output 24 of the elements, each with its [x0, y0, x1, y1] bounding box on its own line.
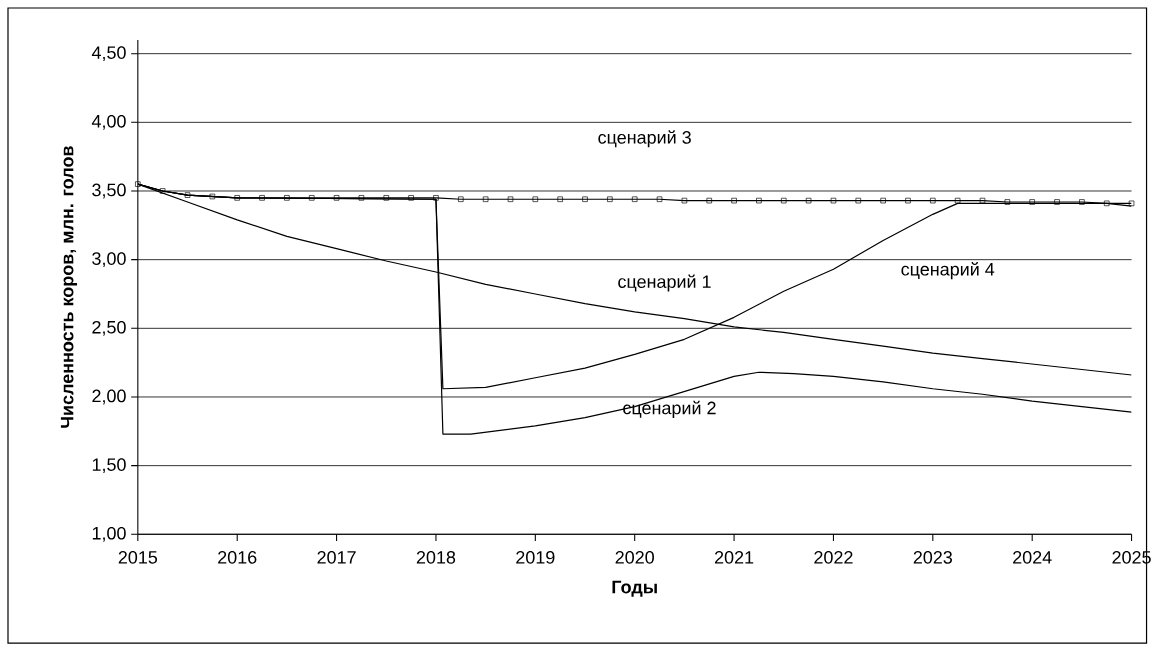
- series-label: сценарий 4: [901, 262, 995, 280]
- x-tick-label: 2021: [714, 550, 754, 564]
- x-tick-label: 2022: [814, 550, 853, 564]
- x-tick-label: 2015: [118, 550, 158, 564]
- x-tick-label: 2017: [317, 550, 356, 564]
- x-tick-label: 2019: [516, 550, 555, 564]
- text: сценарий 3: [598, 130, 691, 148]
- x-tick-label: 2023: [913, 550, 953, 564]
- x-tick-label: 2018: [416, 550, 456, 564]
- series-label: сценарий 2: [623, 400, 716, 418]
- y-tick-label: 4,00: [91, 114, 126, 130]
- x-tick-label: 2024: [1013, 550, 1052, 564]
- series-label: сценарий 1: [618, 274, 711, 292]
- y-tick-label: 4,50: [91, 46, 126, 62]
- x-axis-title: Годы: [612, 580, 657, 597]
- y-tick-label: 2,00: [92, 389, 126, 405]
- x-tick-label: 2020: [615, 550, 654, 564]
- x-tick-label: 2016: [218, 550, 257, 564]
- y-tick-label: 2,50: [92, 320, 126, 336]
- y-tick-label: 1,50: [92, 458, 126, 473]
- y-tick-label: 1,00: [92, 526, 126, 542]
- y-tick-label: 3,50: [92, 183, 126, 199]
- y-axis-title: Численность коров, млн. голов: [60, 146, 78, 428]
- y-tick-label: 3,00: [92, 252, 126, 267]
